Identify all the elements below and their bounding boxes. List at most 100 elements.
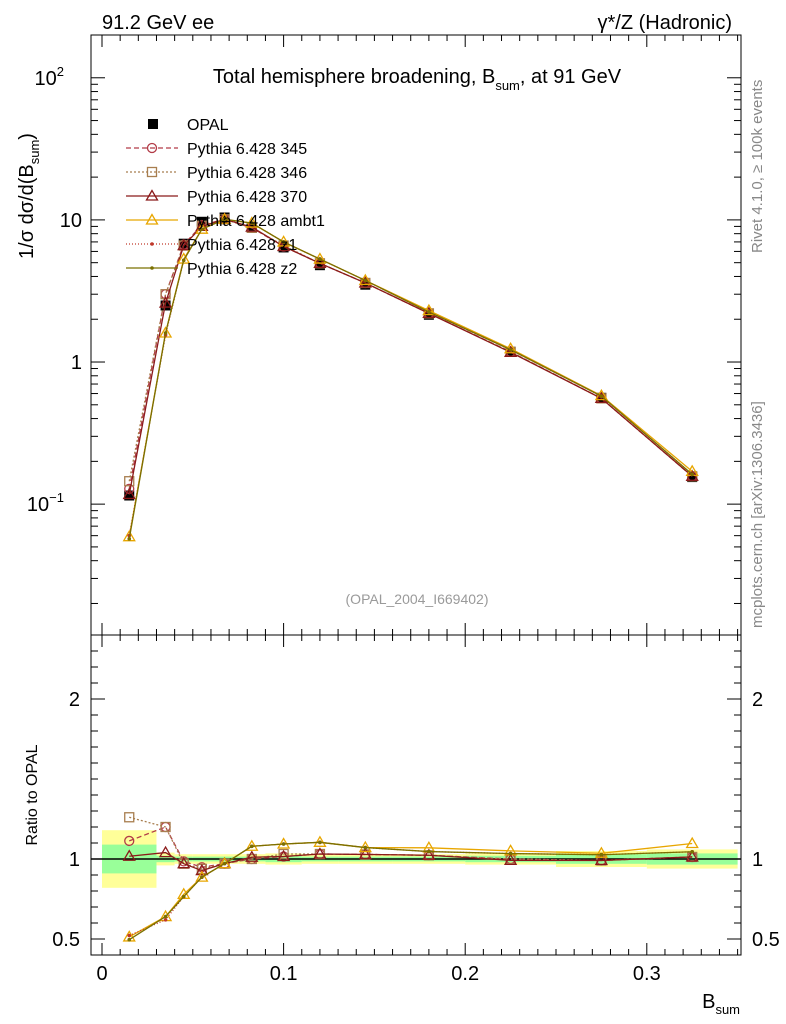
series-point-ratio	[318, 840, 322, 845]
legend-series-marker	[150, 242, 154, 246]
x-axis-label: Bsum	[702, 991, 740, 1017]
series-point-main	[163, 331, 168, 335]
series-point-ratio	[124, 812, 135, 823]
opal-data-point	[124, 490, 135, 501]
opal-data-point	[687, 472, 698, 483]
legend-series-label: Pythia 6.428 ambt1	[187, 213, 325, 230]
series-point-ratio	[163, 918, 168, 922]
y-tick-label: 1	[71, 352, 82, 374]
legend-series-label: Pythia 6.428 z1	[187, 237, 297, 254]
series-point-main	[122, 529, 136, 542]
series-point-ratio	[281, 842, 286, 846]
opal-data-point	[278, 242, 289, 253]
series-point-ratio	[245, 850, 259, 862]
series-point-ratio	[358, 847, 372, 860]
ratio-tick-label-right: 0.5	[752, 929, 780, 951]
series-point-main	[127, 537, 132, 541]
opal-data-point	[314, 260, 325, 271]
series-point-ratio	[363, 845, 368, 850]
ratio-frame	[90, 634, 742, 956]
series-point-main	[245, 220, 259, 232]
legend-series-marker	[145, 213, 159, 225]
ratio-panel: 0 0.1 0.2 0.3 0.5 0.5 1 1 2 2 Ratio to OPAL Bsum	[24, 634, 780, 1017]
series-point-ratio	[427, 849, 431, 854]
series-point-ratio	[250, 844, 254, 849]
legend: OPAL Pythia 6.428 345 Pythia 6.428 346 Pyth…	[126, 117, 325, 278]
x-tick-label: 0.3	[633, 963, 661, 985]
series-point-ratio	[124, 835, 135, 847]
series-point-ratio	[313, 847, 327, 859]
series-point-ratio	[503, 853, 518, 866]
main-axis-ticks: 10−1 1 10 102	[27, 34, 741, 635]
ratio-y-label: Ratio to OPAL	[24, 744, 41, 845]
series-point-main	[250, 221, 254, 225]
x-tick-label: 0.2	[451, 963, 479, 985]
series-point-ratio	[594, 846, 609, 858]
plot-title: Total hemisphere broadening, Bsum, at 91…	[213, 66, 622, 93]
y-tick-label: 10	[60, 210, 82, 232]
series-point-ratio	[195, 870, 209, 882]
series-point-main	[276, 235, 291, 247]
series-point-ratio	[222, 861, 227, 866]
main-panel: 10−1 1 10 102 Total hemisphere broadening, …	[16, 34, 742, 636]
y-tick-label: 10−1	[27, 490, 64, 516]
series-point-ratio	[276, 849, 291, 862]
series-point-ratio	[122, 849, 136, 861]
ratio-series	[91, 812, 741, 942]
series-point-ratio	[594, 853, 609, 866]
series-point-ratio	[685, 850, 699, 862]
series-point-ratio	[127, 937, 132, 942]
series-point-ratio	[313, 835, 327, 847]
header-right: γ*/Z (Hadronic)	[598, 12, 732, 34]
legend-series-label: Pythia 6.428 z2	[187, 261, 297, 278]
series-point-ratio	[181, 894, 186, 899]
legend-series-label: Pythia 6.428 346	[187, 165, 307, 182]
series-point-ratio	[195, 863, 209, 876]
series-point-main	[318, 257, 322, 261]
series-line-main	[128, 218, 693, 490]
series-point-ratio	[217, 856, 232, 869]
legend-series-marker	[150, 266, 154, 270]
rivet-label: Rivet 4.1.0, ≥ 100k events	[749, 80, 766, 253]
ratio-tick-label-right: 1	[752, 849, 763, 871]
series-point-main	[200, 227, 204, 232]
analysis-watermark: (OPAL_2004_I669402)	[346, 591, 489, 607]
ratio-tick-label: 2	[69, 689, 80, 711]
series-line-main	[128, 218, 693, 482]
series-point-main	[690, 472, 694, 477]
legend-series-marker	[145, 189, 159, 201]
series-point-ratio	[685, 836, 699, 849]
legend-opal-label: OPAL	[187, 117, 229, 134]
legend-series-label: Pythia 6.428 370	[187, 189, 307, 206]
series-point-main	[122, 487, 136, 500]
series-point-ratio	[163, 914, 168, 919]
series-point-main	[124, 476, 135, 487]
series-point-ratio	[278, 848, 289, 860]
series-point-ratio	[177, 856, 191, 869]
series-point-main	[217, 212, 232, 224]
series-point-main	[422, 303, 436, 316]
series-point-ratio	[599, 852, 604, 857]
legend-series-marker	[146, 166, 158, 178]
series-point-main	[158, 296, 173, 308]
series-point-main	[177, 252, 191, 264]
series-point-main	[508, 347, 513, 352]
series-point-main	[222, 217, 227, 222]
series-point-ratio	[160, 821, 171, 833]
series-point-ratio	[508, 851, 513, 856]
series-point-ratio	[690, 849, 694, 854]
ratio-axis-ticks: 0 0.1 0.2 0.3 0.5 0.5 1 1 2 2	[52, 634, 780, 985]
x-tick-label: 0	[96, 963, 107, 985]
header-left: 91.2 GeV ee	[102, 12, 214, 34]
y-tick-label: 102	[35, 64, 64, 90]
x-tick-label: 0.1	[270, 963, 298, 985]
series-point-main	[281, 240, 286, 244]
ratio-tick-label: 0.5	[52, 929, 80, 951]
series-point-ratio	[422, 848, 436, 860]
series-point-ratio	[127, 933, 132, 938]
series-point-main	[181, 258, 186, 263]
series-line-ratio	[129, 851, 693, 872]
mcplots-label: mcplots.cern.ch [arXiv:1306.3436]	[749, 401, 766, 628]
series-point-ratio	[158, 845, 173, 858]
